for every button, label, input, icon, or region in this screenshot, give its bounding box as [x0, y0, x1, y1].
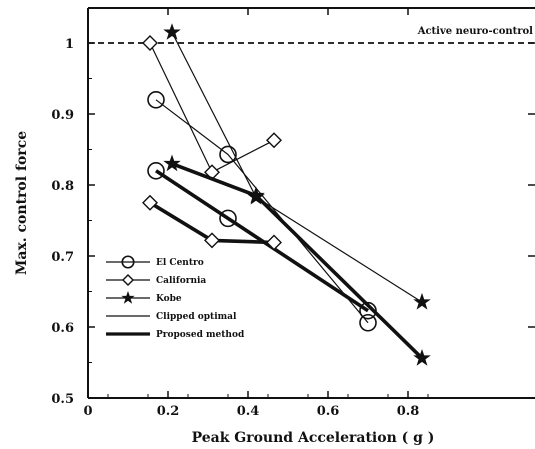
plot-frame: [87, 7, 535, 399]
star-marker: [121, 291, 135, 304]
legend-label: California: [156, 276, 206, 286]
x-tick-label: 0: [83, 404, 92, 419]
y-tick-label: 1: [65, 37, 74, 52]
star-marker: [163, 154, 181, 172]
x-axis-title: Peak Ground Acceleration ( g ): [192, 430, 435, 446]
x-tick-label: 0.8: [397, 404, 420, 419]
series-california-clipped-optimal: [142, 35, 282, 181]
y-tick-label: 0.5: [51, 392, 74, 407]
diamond-marker: [266, 234, 282, 251]
circle-marker: [147, 162, 165, 180]
y-axis-title: Max. control force: [14, 131, 30, 275]
reference-line-group: Active neuro-control: [88, 26, 535, 44]
axis-ticks: 0 0.2 0.4 0.6 0.8 0.5 0.6 0.7 0.8 0.9 1: [51, 8, 535, 419]
y-tick-label: 0.9: [51, 108, 74, 123]
series-el-centro-clipped-optimal: [147, 91, 377, 332]
circle-marker: [359, 313, 377, 332]
series-line: [155, 169, 369, 313]
series-group: [142, 23, 431, 366]
legend: El Centro California Kobe Clipped optimal Pr…: [106, 255, 245, 340]
diamond-marker: [266, 132, 282, 149]
x-tick-label: 0.6: [317, 404, 340, 419]
circle-marker: [219, 145, 237, 164]
circle-marker: [121, 255, 135, 269]
series-california-proposed-method: [142, 194, 282, 251]
star-marker: [413, 348, 431, 366]
legend-label: Kobe: [156, 294, 182, 304]
x-tick-label: 0.2: [157, 404, 180, 419]
series-kobe-proposed-method: [163, 154, 431, 366]
diamond-marker: [142, 194, 158, 211]
diamond-marker: [204, 232, 220, 249]
circle-marker: [147, 91, 165, 109]
legend-label: Proposed method: [156, 330, 245, 340]
series-line: [149, 42, 275, 173]
diamond-marker: [121, 273, 135, 287]
x-tick-label: 0.4: [237, 404, 260, 419]
y-tick-label: 0.8: [51, 179, 74, 194]
reference-line-label: Active neuro-control: [417, 26, 533, 37]
legend-label: El Centro: [156, 258, 204, 268]
y-tick-label: 0.6: [51, 321, 74, 336]
series-line: [155, 99, 369, 324]
diamond-marker: [142, 35, 158, 51]
y-tick-label: 0.7: [51, 250, 74, 265]
star-marker: [413, 292, 431, 310]
legend-label: Clipped optimal: [156, 312, 237, 322]
star-marker: [163, 23, 181, 40]
circle-marker: [219, 209, 237, 228]
star-marker: [247, 186, 265, 204]
